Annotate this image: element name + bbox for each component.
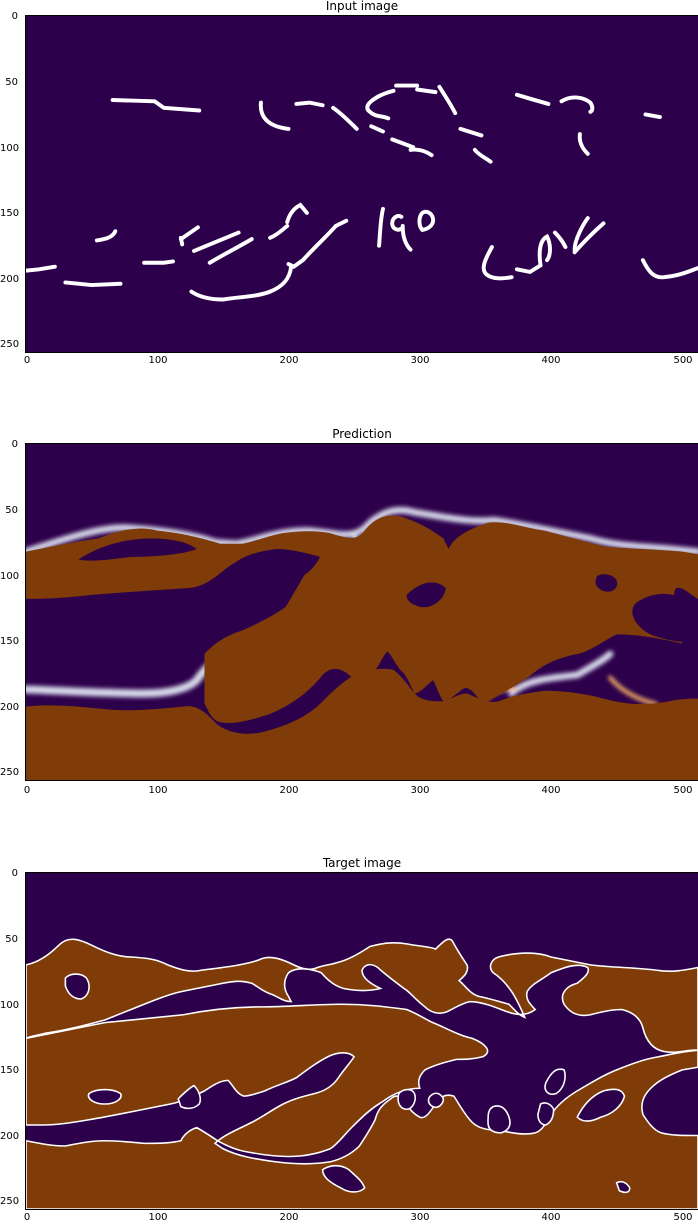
target-ytick: 250 xyxy=(0,1196,20,1207)
input-image xyxy=(25,15,698,353)
input-ytick: 150 xyxy=(0,208,20,219)
prediction-ytick: 200 xyxy=(0,702,20,713)
prediction-panel: Prediction xyxy=(0,427,698,828)
target-title: Target image xyxy=(322,856,402,870)
target-xtick: 0 xyxy=(23,1212,31,1223)
prediction-ytick: 250 xyxy=(0,767,20,778)
target-ytick: 50 xyxy=(5,934,18,945)
prediction-ytick: 50 xyxy=(5,505,18,516)
prediction-ytick: 0 xyxy=(11,439,18,450)
input-xtick: 200 xyxy=(279,355,299,366)
prediction-xtick: 500 xyxy=(673,785,693,796)
target-xtick: 100 xyxy=(148,1212,168,1223)
target-ytick: 0 xyxy=(11,868,18,879)
target-ytick: 200 xyxy=(0,1131,20,1142)
input-xtick: 100 xyxy=(148,355,168,366)
target-ytick: 150 xyxy=(0,1065,20,1076)
input-ytick: 0 xyxy=(11,11,18,22)
input-title: Input image xyxy=(325,0,399,13)
target-panel: Target image 0 xyxy=(0,856,698,1226)
prediction-ytick: 150 xyxy=(0,636,20,647)
prediction-image xyxy=(25,443,698,781)
input-xtick: 400 xyxy=(541,355,561,366)
input-ytick: 100 xyxy=(0,143,20,154)
input-xtick: 300 xyxy=(410,355,430,366)
target-ytick: 100 xyxy=(0,1000,20,1011)
prediction-title: Prediction xyxy=(332,427,392,441)
prediction-xtick: 0 xyxy=(23,785,31,796)
input-panel: Input image xyxy=(0,0,698,400)
prediction-xtick: 200 xyxy=(279,785,299,796)
target-xtick: 200 xyxy=(279,1212,299,1223)
input-xtick: 0 xyxy=(23,355,31,366)
target-xtick: 500 xyxy=(673,1212,693,1223)
prediction-xtick: 100 xyxy=(148,785,168,796)
prediction-ytick: 100 xyxy=(0,571,20,582)
target-image xyxy=(25,872,698,1210)
target-xtick: 300 xyxy=(410,1212,430,1223)
input-ytick: 250 xyxy=(0,339,20,350)
input-ytick: 50 xyxy=(5,77,18,88)
target-xtick: 400 xyxy=(541,1212,561,1223)
prediction-xtick: 400 xyxy=(541,785,561,796)
input-xtick: 500 xyxy=(673,355,693,366)
prediction-xtick: 300 xyxy=(410,785,430,796)
input-ytick: 200 xyxy=(0,274,20,285)
